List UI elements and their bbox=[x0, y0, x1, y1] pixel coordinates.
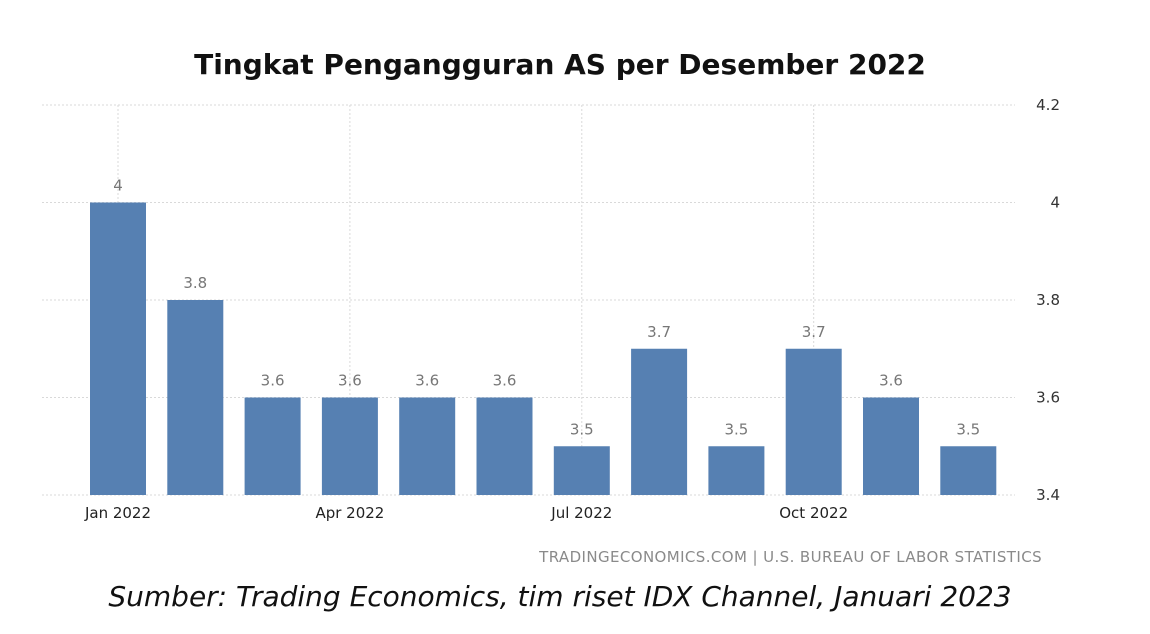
bar bbox=[785, 348, 842, 495]
value-label: 3.7 bbox=[802, 323, 826, 341]
value-label: 3.7 bbox=[647, 323, 671, 341]
bar bbox=[553, 446, 610, 495]
value-label: 3.6 bbox=[493, 372, 517, 390]
value-label: 3.6 bbox=[261, 372, 285, 390]
value-label: 3.8 bbox=[183, 274, 207, 292]
value-label: 3.5 bbox=[570, 420, 594, 438]
bar bbox=[631, 348, 688, 495]
bar bbox=[940, 446, 997, 495]
y-tick-label: 3.4 bbox=[1036, 486, 1060, 504]
chart-title: Tingkat Pengangguran AS per Desember 202… bbox=[194, 48, 926, 81]
y-tick-label: 3.6 bbox=[1036, 389, 1060, 407]
value-label: 3.5 bbox=[724, 420, 748, 438]
value-label: 3.6 bbox=[338, 372, 362, 390]
x-tick-label: Jan 2022 bbox=[84, 504, 151, 522]
value-label: 4 bbox=[113, 177, 123, 195]
bar bbox=[399, 397, 456, 495]
bar bbox=[708, 446, 765, 495]
bar bbox=[863, 397, 919, 495]
value-label: 3.6 bbox=[879, 372, 903, 390]
x-tick-label: Jul 2022 bbox=[550, 504, 612, 522]
y-tick-label: 4.2 bbox=[1036, 96, 1060, 114]
value-label: 3.5 bbox=[956, 420, 980, 438]
y-tick-label: 3.8 bbox=[1036, 291, 1060, 309]
chart-source: TRADINGECONOMICS.COM | U.S. BUREAU OF LA… bbox=[539, 548, 1042, 566]
x-tick-label: Oct 2022 bbox=[779, 504, 848, 522]
y-tick-label: 4 bbox=[1050, 194, 1060, 212]
bar bbox=[167, 300, 224, 495]
bar bbox=[321, 397, 378, 495]
value-label: 3.6 bbox=[415, 372, 439, 390]
figure-caption: Sumber: Trading Economics, tim riset IDX… bbox=[108, 580, 1012, 613]
bar bbox=[476, 397, 533, 495]
bar bbox=[244, 397, 301, 495]
x-tick-label: Apr 2022 bbox=[315, 504, 384, 522]
bar bbox=[90, 202, 146, 495]
